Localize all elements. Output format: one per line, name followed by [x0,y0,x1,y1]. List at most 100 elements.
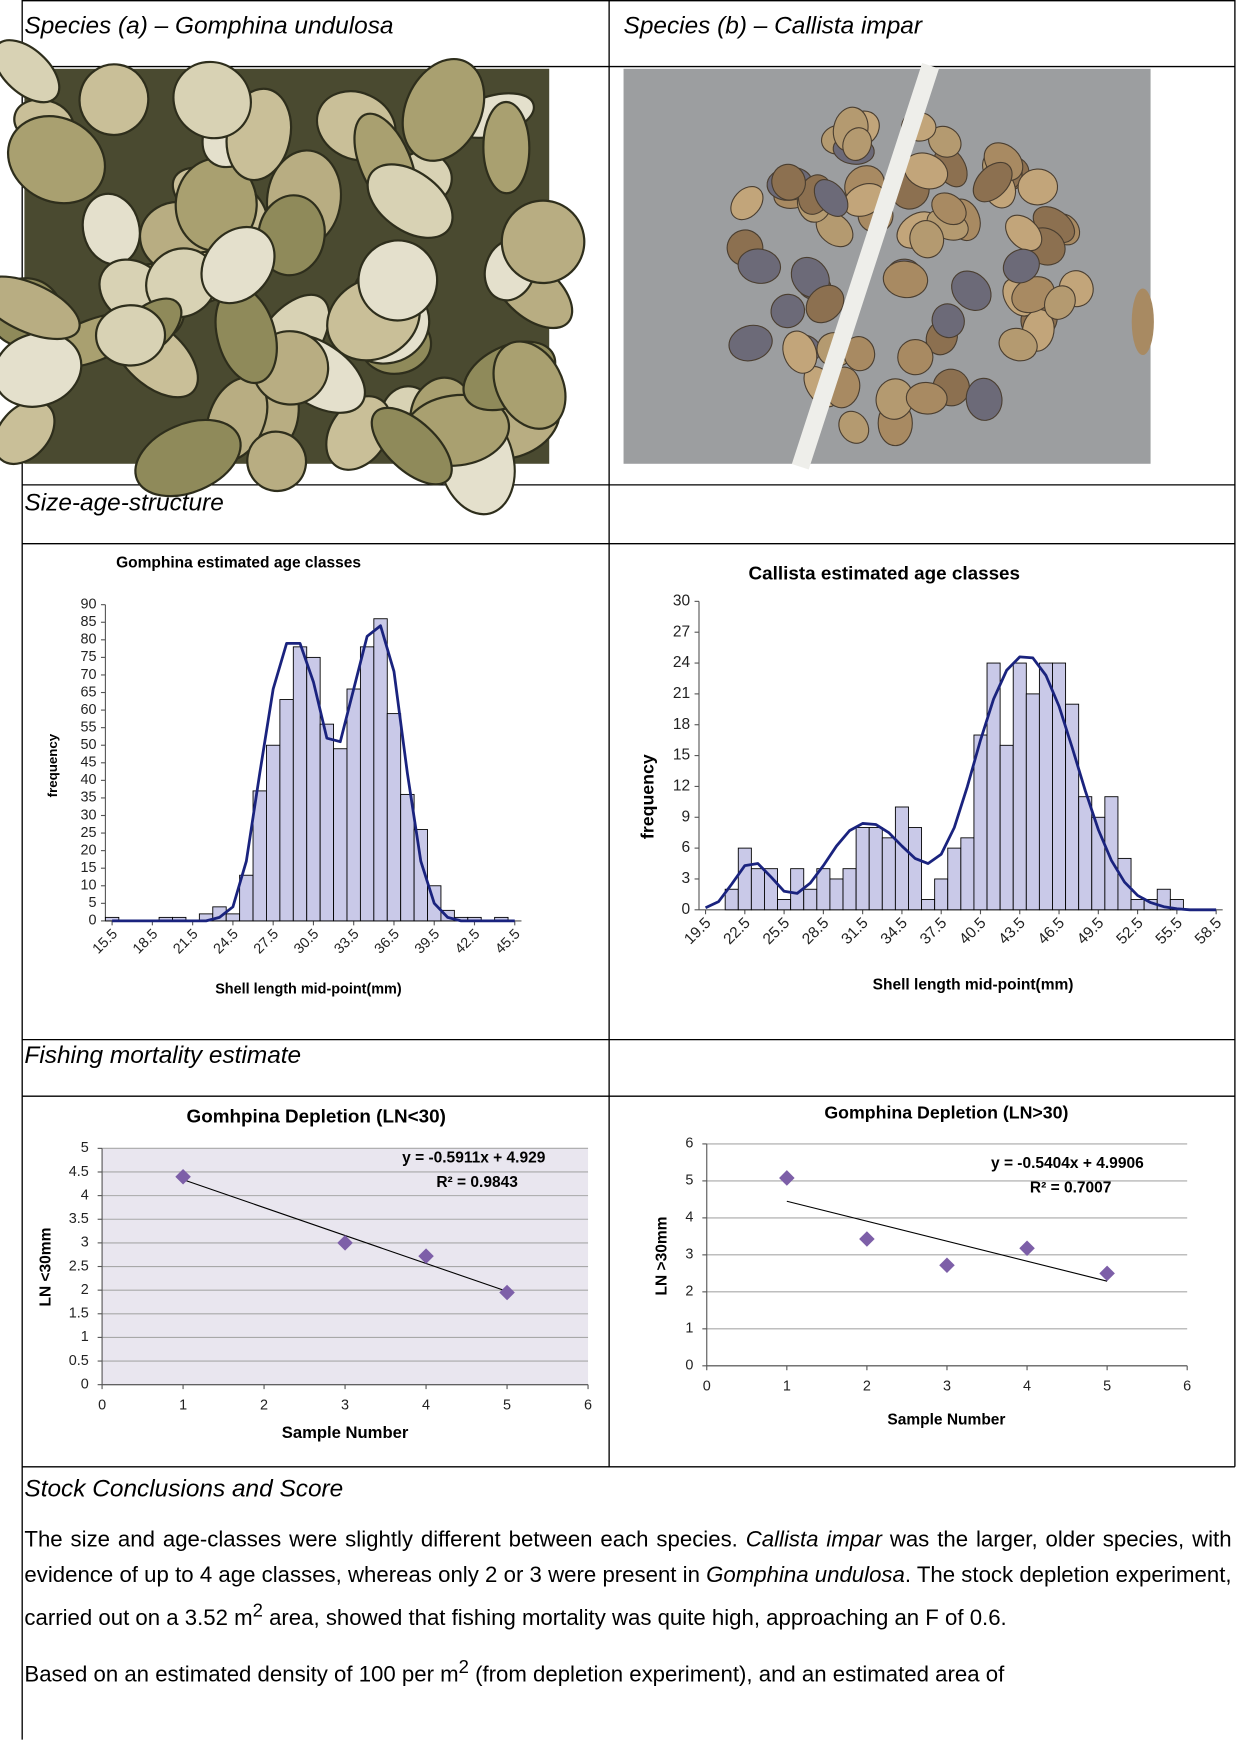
x-tick-label: 24.5 [211,926,242,957]
x-tick-label: 34.5 [878,915,911,948]
y-tick-label: 9 [681,808,690,825]
chart-title: Gomphina Depletion (LN>30) [824,1103,1068,1123]
y-tick-label: 1.5 [69,1306,89,1322]
bar [908,828,921,910]
r-squared: R² = 0.9843 [436,1174,518,1191]
x-tick-label: 4 [422,1398,430,1414]
x-tick-label: 40.5 [956,915,989,948]
shell [95,305,165,366]
x-tick-label: 49.5 [1074,915,1107,948]
r-squared: R² = 0.7007 [1030,1179,1112,1196]
x-tick-label: 45.5 [492,926,523,957]
x-tick-label: 3 [943,1379,951,1395]
x-axis-title: Sample Number [282,1423,409,1442]
cell-header: Species (a) – Gomphina undulosa [24,11,393,40]
bar [751,869,764,910]
x-tick-label: 36.5 [372,926,403,957]
x-tick-label: 58.5 [1192,915,1225,948]
bar [961,838,974,910]
y-tick-label: 3.5 [69,1211,89,1227]
bar [1131,900,1144,910]
bar [778,900,791,910]
y-tick-label: 3 [81,1235,89,1251]
cell-header: Species (b) – Callista impar [624,11,922,40]
x-tick-label: 21.5 [170,926,201,957]
y-tick-label: 15 [80,860,96,876]
chart-title: Callista estimated age classes [749,563,1021,584]
x-tick-label: 6 [584,1398,592,1414]
y-tick-label: 70 [80,667,96,683]
y-tick-label: 4 [81,1187,89,1203]
x-tick-label: 52.5 [1113,915,1146,948]
shell [483,102,530,194]
chart-title: Gomhpina Depletion (LN<30) [187,1105,446,1126]
x-tick-label: 1 [179,1398,187,1414]
trendline-equation: y = -0.5911x + 4.929 [402,1149,546,1166]
row-heading: Size-age-structure [24,488,223,517]
x-tick-label: 1 [783,1379,791,1395]
x-axis-title: Shell length mid-point(mm) [215,982,402,998]
bar [374,619,387,921]
y-tick-label: 80 [80,632,96,648]
x-tick-label: 15.5 [90,926,121,957]
superscript: 2 [459,1656,469,1677]
bar [764,869,777,910]
y-tick-label: 2 [81,1282,89,1298]
bar [1013,663,1026,910]
y-tick-label: 85 [80,614,96,630]
y-tick-label: 25 [80,825,96,841]
x-axis-title: Sample Number [887,1411,1005,1428]
x-tick-label: 37.5 [917,915,950,948]
y-tick-label: 40 [80,772,96,788]
x-tick-label: 28.5 [799,915,832,948]
y-tick-label: 0 [681,901,690,918]
y-axis-title: LN >30mm [653,1217,670,1296]
x-tick-label: 0 [98,1398,106,1414]
bar [895,807,908,910]
bar [293,647,306,921]
x-tick-label: 46.5 [1035,915,1068,948]
y-tick-label: 0 [81,1376,89,1392]
bar [320,724,333,921]
y-tick-label: 0.5 [69,1353,89,1369]
x-tick-label: 6 [1183,1379,1191,1395]
y-tick-label: 1 [685,1321,693,1337]
y-axis-title: frequency [45,733,60,797]
x-tick-label: 22.5 [721,915,754,948]
x-tick-label: 25.5 [760,915,793,948]
bar [266,745,279,921]
y-tick-label: 12 [673,778,690,795]
y-tick-label: 0 [685,1358,693,1374]
text: (from depletion experiment), and an esti… [469,1662,1004,1686]
y-tick-label: 4.5 [69,1164,89,1180]
y-tick-label: 30 [80,807,96,823]
x-tick-label: 2 [260,1398,268,1414]
bar [1026,694,1039,910]
bar [280,700,293,921]
bar [1079,797,1092,910]
bar [347,689,360,921]
y-tick-label: 1 [81,1329,89,1345]
bar [843,869,856,910]
bar [804,889,817,910]
y-tick-label: 5 [89,895,97,911]
x-tick-label: 19.5 [681,915,714,948]
bar [1000,745,1013,910]
bar [360,647,373,921]
x-tick-label: 33.5 [331,926,362,957]
bar [226,914,239,921]
y-tick-label: 10 [80,878,96,894]
bar [817,869,830,910]
y-tick-label: 90 [80,597,96,613]
y-tick-label: 75 [80,649,96,665]
y-tick-label: 5 [81,1140,89,1156]
y-axis-title: frequency [638,754,658,839]
y-tick-label: 6 [685,1136,693,1152]
bar [738,848,751,910]
y-tick-label: 18 [673,716,690,733]
text: The size and age-classes were slightly d… [24,1528,745,1552]
text: Based on an estimated density of 100 per… [24,1662,458,1686]
y-tick-label: 24 [673,654,691,671]
page: { "table": { "header": ["Species (a) – G… [0,0,1236,1740]
x-tick-label: 30.5 [291,926,322,957]
